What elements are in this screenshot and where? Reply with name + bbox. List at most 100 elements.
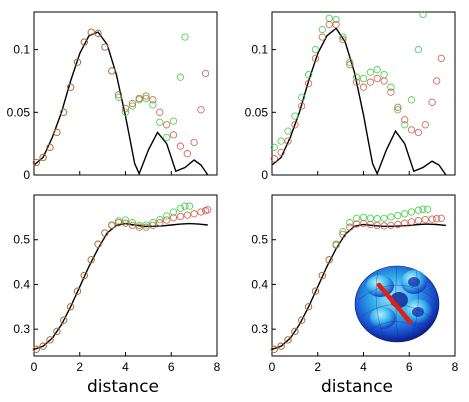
data-point (39, 153, 47, 162)
data-point (352, 78, 361, 86)
data-point (380, 214, 388, 222)
series-line (33, 31, 209, 176)
data-point (46, 143, 54, 152)
data-point (190, 138, 198, 147)
data-point (352, 220, 361, 228)
panel-bottom-right: 0.3 0.4 0.5 0 2 4 6 8 distance (251, 194, 459, 397)
data-point (325, 256, 333, 264)
data-point (414, 206, 423, 214)
data-point (163, 212, 171, 220)
data-point (197, 208, 205, 216)
data-point (401, 121, 409, 129)
data-point (135, 223, 143, 231)
data-point (149, 96, 157, 104)
data-point (318, 271, 326, 280)
data-point (135, 94, 143, 103)
data-point (419, 10, 427, 19)
data-point (298, 316, 306, 324)
data-point (108, 67, 116, 75)
data-point (394, 106, 402, 114)
data-point (270, 143, 278, 152)
data-point (407, 96, 416, 104)
data-point (291, 121, 299, 129)
panel-top-left: 0 0.05 0.1 (7, 11, 218, 182)
data-point (169, 214, 178, 222)
data-point (298, 102, 306, 110)
y-tick-label: 0.5 (251, 233, 268, 247)
data-point (73, 287, 82, 295)
data-point (366, 68, 375, 76)
data-point (325, 14, 333, 22)
data-point (339, 228, 347, 236)
x-ticks: 0 2 4 6 8 (31, 360, 221, 374)
data-point (332, 15, 340, 24)
data-point (53, 128, 61, 137)
data-point (87, 256, 95, 264)
data-point (284, 137, 292, 145)
data-point (373, 221, 381, 230)
y-ticks: 0 0.05 0.1 (245, 43, 269, 182)
data-point (387, 221, 395, 230)
x-tick-label: 6 (168, 360, 175, 374)
y-tick-label: 0.05 (245, 105, 269, 119)
data-point (387, 88, 395, 96)
data-point (359, 219, 368, 228)
data-point (185, 202, 194, 210)
x-tick-label: 4 (360, 360, 367, 374)
data-point (94, 29, 102, 37)
panel-top-right: 0 0.05 0.1 (245, 10, 456, 182)
data-point (401, 210, 409, 218)
series-group (32, 28, 218, 176)
data-point (66, 303, 75, 311)
data-point (169, 131, 178, 139)
data-point (373, 74, 381, 83)
data-point (101, 43, 109, 51)
data-point (373, 66, 381, 74)
data-point (128, 219, 137, 227)
data-point (32, 345, 40, 353)
data-point (66, 83, 75, 91)
data-point (149, 221, 157, 230)
data-point (121, 216, 130, 224)
data-point (163, 133, 171, 142)
data-point (60, 316, 68, 324)
data-point (359, 83, 368, 91)
x-tick-label: 8 (214, 360, 221, 374)
data-point (373, 215, 381, 223)
series-line (271, 27, 447, 176)
data-point (394, 211, 402, 220)
data-point (169, 117, 178, 125)
data-point (387, 83, 395, 91)
data-point (311, 287, 320, 295)
x-tick-label: 2 (314, 360, 321, 374)
data-point (142, 223, 150, 231)
data-point (346, 219, 354, 227)
data-point (291, 327, 299, 336)
x-tick-label: 0 (269, 360, 276, 374)
data-point (108, 221, 116, 230)
data-point (346, 58, 354, 66)
y-tick-label: 0.3 (251, 322, 268, 336)
x-ticks: 0 2 4 6 8 (269, 360, 459, 374)
data-point (156, 118, 164, 126)
data-point (380, 71, 388, 79)
data-point (304, 303, 313, 311)
data-point (121, 219, 130, 227)
data-point (73, 58, 82, 66)
data-point (325, 20, 333, 29)
data-point (421, 215, 429, 224)
data-point (352, 214, 361, 222)
data-point (101, 229, 109, 237)
data-point (176, 212, 185, 221)
x-tick-label: 6 (406, 360, 413, 374)
data-point (156, 219, 164, 227)
data-point (366, 78, 375, 86)
y-tick-label: 0.05 (7, 105, 31, 119)
data-point (421, 121, 429, 129)
data-point (366, 220, 375, 229)
plot-frame (33, 194, 218, 357)
data-point (190, 210, 198, 218)
y-tick-label: 0.1 (251, 43, 268, 57)
data-point (291, 112, 299, 120)
